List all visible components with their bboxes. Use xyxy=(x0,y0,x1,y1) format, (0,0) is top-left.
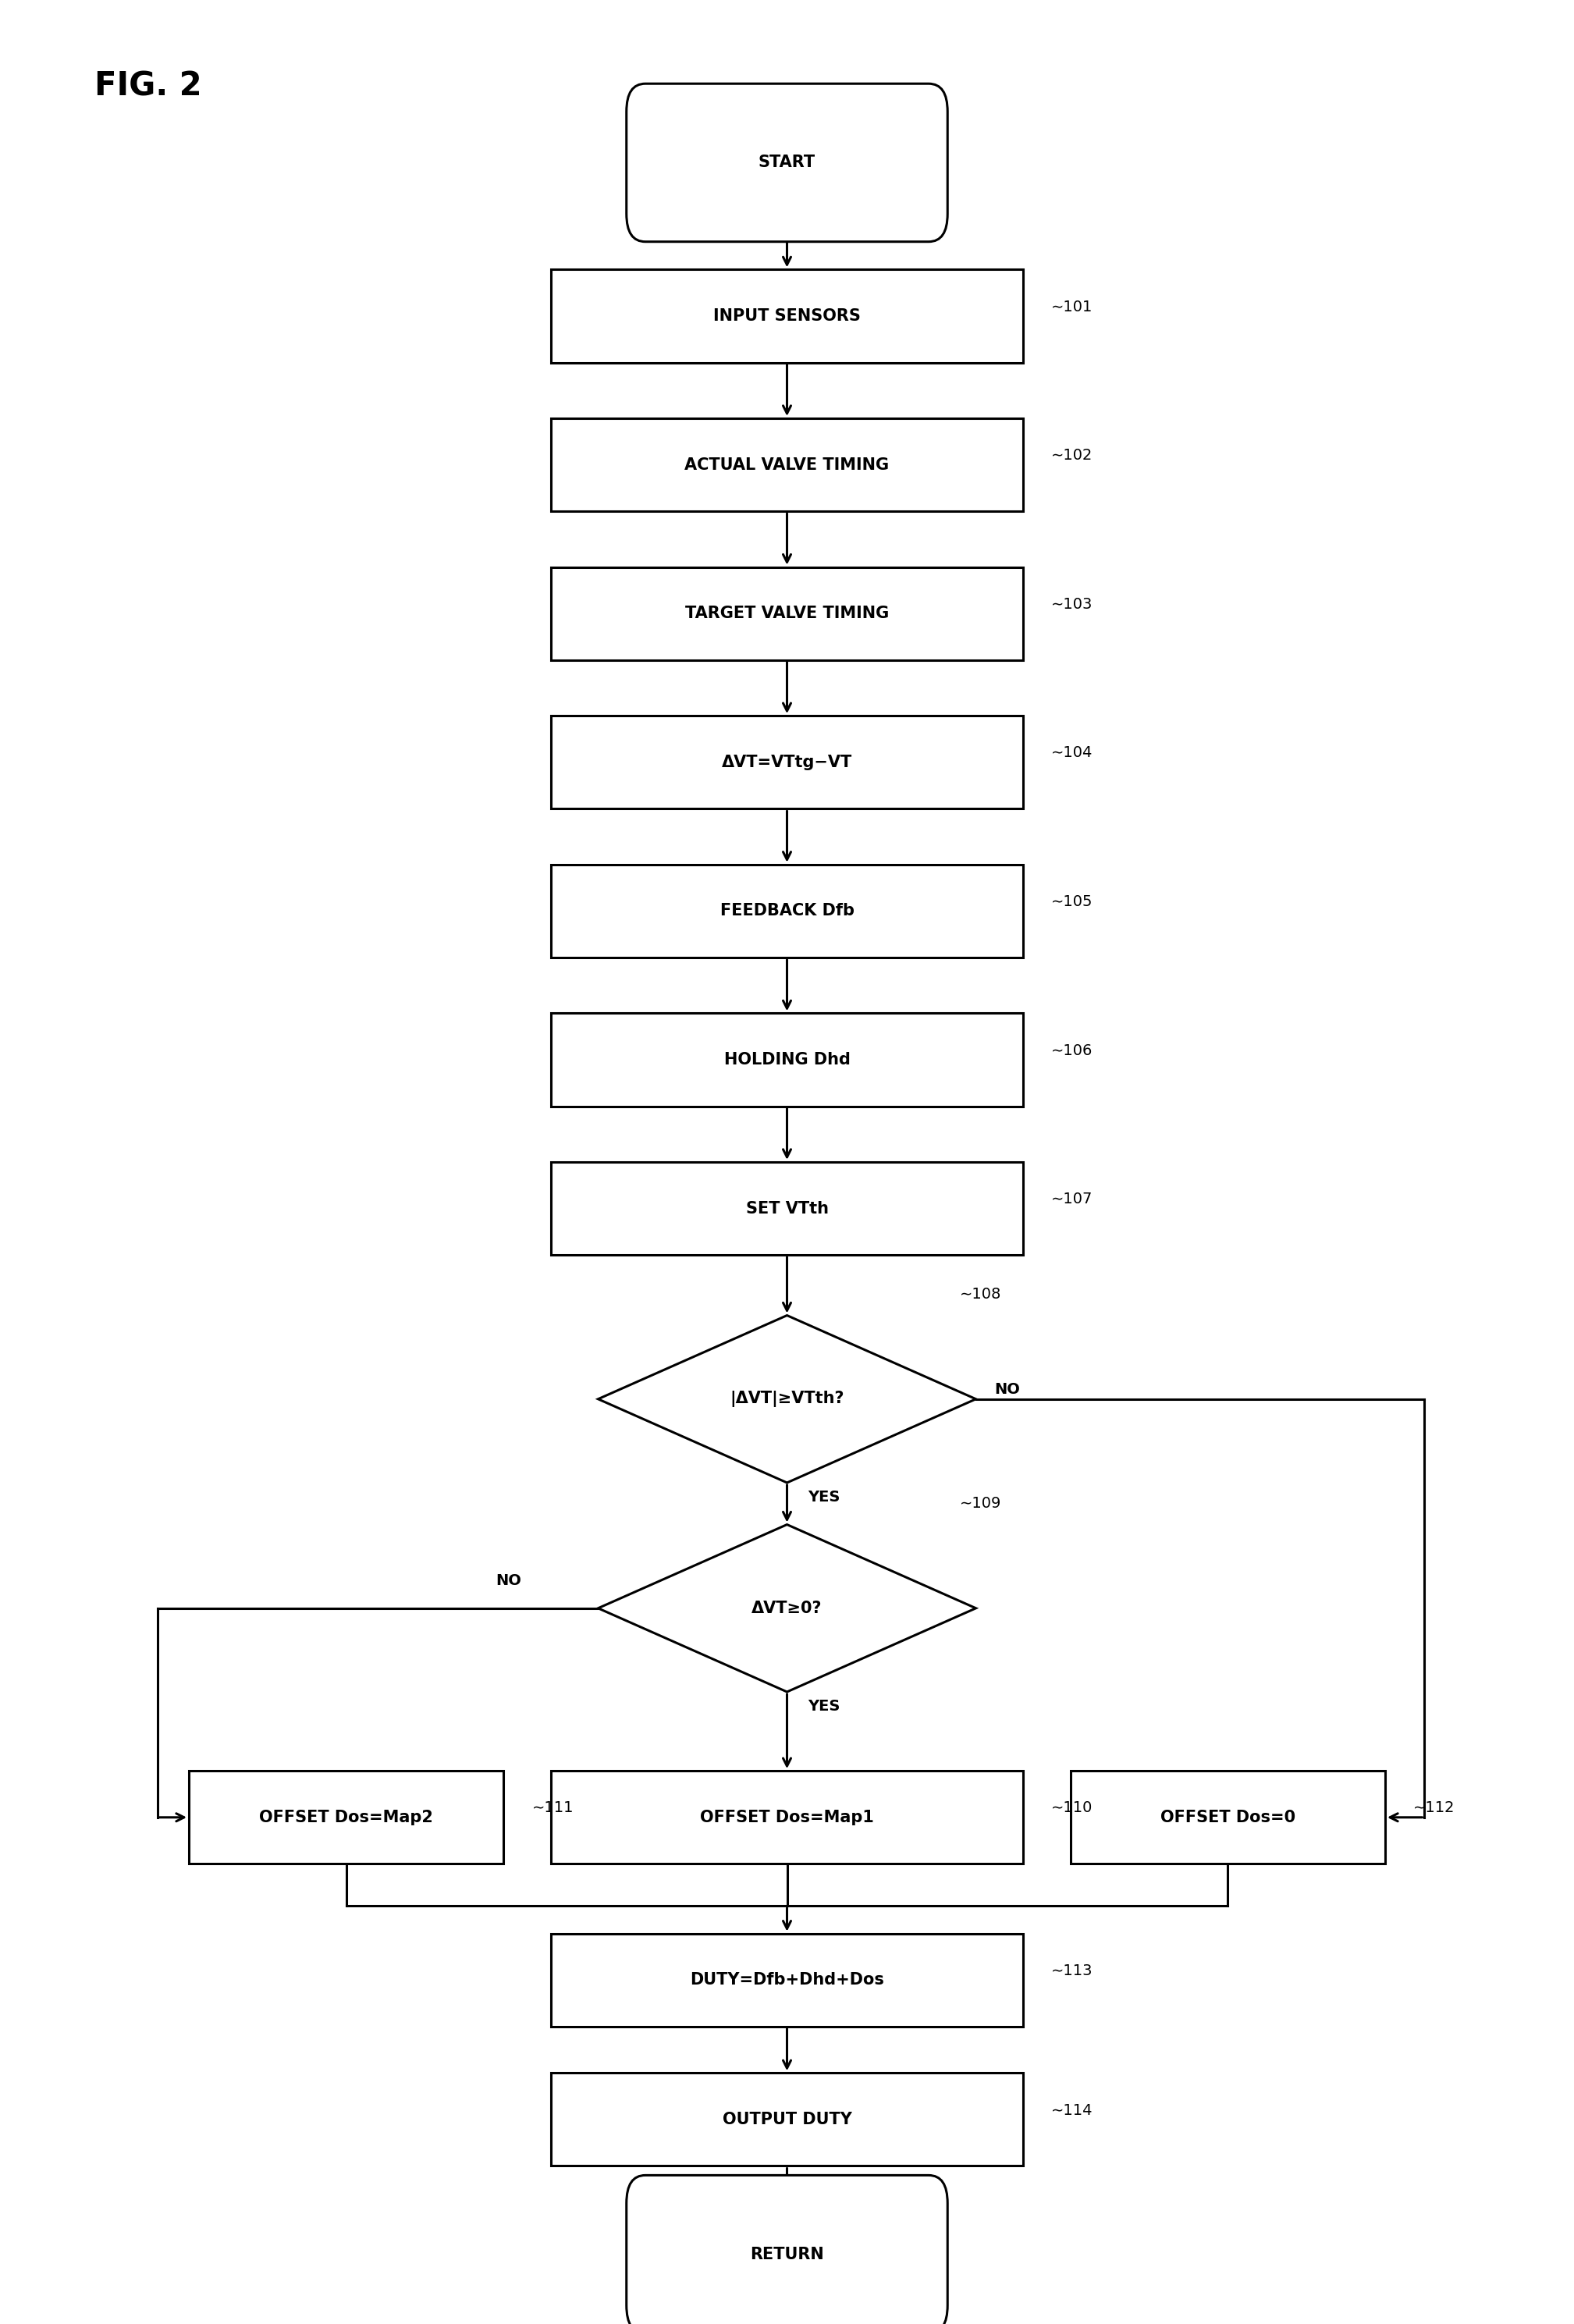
Bar xyxy=(551,716,1023,809)
Text: FEEDBACK Dfb: FEEDBACK Dfb xyxy=(719,904,855,918)
FancyBboxPatch shape xyxy=(626,84,948,242)
Text: ∼106: ∼106 xyxy=(1051,1043,1092,1057)
Text: ∼101: ∼101 xyxy=(1051,300,1092,314)
Text: ∼110: ∼110 xyxy=(1051,1801,1092,1815)
Text: OFFSET Dos=Map2: OFFSET Dos=Map2 xyxy=(260,1810,433,1824)
Text: ACTUAL VALVE TIMING: ACTUAL VALVE TIMING xyxy=(685,458,889,472)
Text: START: START xyxy=(759,156,815,170)
Text: ∼102: ∼102 xyxy=(1051,449,1092,462)
Text: NO: NO xyxy=(995,1383,1020,1397)
Text: DUTY=Dfb+Dhd+Dos: DUTY=Dfb+Dhd+Dos xyxy=(689,1973,885,1987)
Text: ∼114: ∼114 xyxy=(1051,2103,1094,2117)
Bar xyxy=(551,1771,1023,1864)
Text: YES: YES xyxy=(807,1490,841,1504)
Text: ∼105: ∼105 xyxy=(1051,895,1094,909)
Text: |ΔVT|≥VTth?: |ΔVT|≥VTth? xyxy=(730,1390,844,1408)
Text: SET VTth: SET VTth xyxy=(746,1202,828,1215)
Text: ∼111: ∼111 xyxy=(532,1801,575,1815)
Text: NO: NO xyxy=(496,1573,521,1587)
Text: ∼112: ∼112 xyxy=(1413,1801,1456,1815)
Text: OUTPUT DUTY: OUTPUT DUTY xyxy=(722,2113,852,2126)
Text: ∼108: ∼108 xyxy=(960,1287,1001,1301)
Polygon shape xyxy=(598,1315,976,1483)
Bar xyxy=(551,418,1023,511)
Text: YES: YES xyxy=(807,1699,841,1713)
Text: ΔVT≥0?: ΔVT≥0? xyxy=(752,1601,822,1615)
Bar xyxy=(551,1013,1023,1106)
Text: ∼103: ∼103 xyxy=(1051,597,1092,611)
Bar xyxy=(551,2073,1023,2166)
Bar xyxy=(189,1771,504,1864)
FancyBboxPatch shape xyxy=(626,2175,948,2324)
Bar xyxy=(551,270,1023,363)
Bar xyxy=(551,567,1023,660)
Text: ΔVT=VTtg−VT: ΔVT=VTtg−VT xyxy=(722,755,852,769)
Text: TARGET VALVE TIMING: TARGET VALVE TIMING xyxy=(685,607,889,621)
Text: FIG. 2: FIG. 2 xyxy=(94,70,201,102)
Text: ∼104: ∼104 xyxy=(1051,746,1092,760)
Bar xyxy=(1070,1771,1385,1864)
Bar xyxy=(551,1162,1023,1255)
Bar xyxy=(551,1934,1023,2027)
Polygon shape xyxy=(598,1525,976,1692)
Text: ∼107: ∼107 xyxy=(1051,1192,1092,1206)
Bar xyxy=(551,865,1023,957)
Text: OFFSET Dos=0: OFFSET Dos=0 xyxy=(1160,1810,1295,1824)
Text: INPUT SENSORS: INPUT SENSORS xyxy=(713,309,861,323)
Text: HOLDING Dhd: HOLDING Dhd xyxy=(724,1053,850,1067)
Text: RETURN: RETURN xyxy=(751,2247,823,2261)
Text: ∼113: ∼113 xyxy=(1051,1964,1094,1978)
Text: OFFSET Dos=Map1: OFFSET Dos=Map1 xyxy=(700,1810,874,1824)
Text: ∼109: ∼109 xyxy=(960,1497,1001,1511)
